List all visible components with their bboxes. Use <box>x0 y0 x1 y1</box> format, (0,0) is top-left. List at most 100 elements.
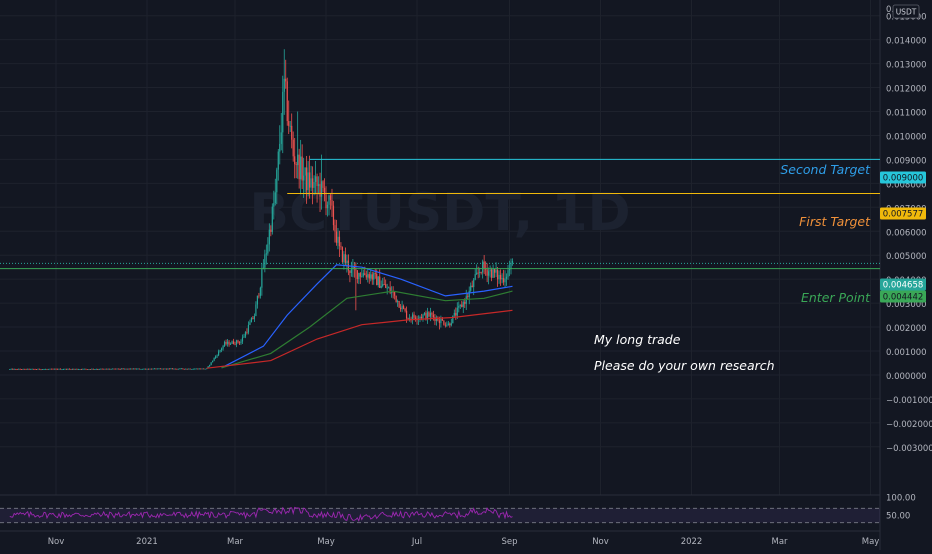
time-tick-label: Sep <box>501 537 517 547</box>
candle-body <box>183 368 185 370</box>
candle-body <box>371 274 373 280</box>
candle-body <box>498 275 500 280</box>
candle-body <box>129 368 132 370</box>
candle-body <box>483 261 485 269</box>
candle-body <box>496 269 499 280</box>
candle-body <box>185 368 187 370</box>
candle-body <box>446 324 448 326</box>
candle-body <box>489 269 491 272</box>
candle-body <box>425 313 427 319</box>
candle-body <box>113 368 115 370</box>
candle-body <box>204 368 206 370</box>
candle-body <box>121 368 123 370</box>
candle-body <box>389 287 391 293</box>
candle-body <box>428 312 430 317</box>
candle-body <box>367 274 369 278</box>
candle-body <box>291 125 293 140</box>
candle-body <box>71 368 74 370</box>
candle-body <box>444 324 446 326</box>
price-badge <box>880 290 926 303</box>
candle-body <box>407 318 409 320</box>
candle-body <box>477 272 479 274</box>
candle-body <box>388 287 390 289</box>
candle-body <box>508 268 511 271</box>
candle-body <box>115 368 117 370</box>
candle-body <box>212 360 214 363</box>
candle-body <box>247 324 250 333</box>
candle-body <box>246 332 248 333</box>
candle-body <box>138 368 141 370</box>
time-tick-label: Nov <box>592 537 609 547</box>
candle-body <box>168 368 170 370</box>
candle-body <box>194 368 196 370</box>
candle-body <box>36 369 38 371</box>
candle-body <box>50 368 53 370</box>
candle-body <box>112 368 114 370</box>
price-tick-label: 0.006000 <box>886 228 927 238</box>
currency-box <box>892 4 920 19</box>
candle-body <box>47 368 50 370</box>
candle-body <box>156 368 159 370</box>
candle-body <box>413 314 415 318</box>
candle-body <box>134 368 136 370</box>
candle-body <box>58 368 60 370</box>
candle-body <box>373 273 375 280</box>
candle-body <box>331 199 333 206</box>
candle-body <box>62 369 65 370</box>
candle-body <box>450 323 452 326</box>
candle-body <box>21 369 23 370</box>
candle-body <box>458 305 460 308</box>
candle-body <box>377 276 379 286</box>
candle-body <box>27 368 29 370</box>
candle-body <box>473 279 475 288</box>
candle-body <box>453 312 455 316</box>
candle-body <box>276 169 278 193</box>
level-label: Second Target <box>780 162 871 177</box>
candle-body <box>223 341 226 346</box>
candle-body <box>40 369 42 371</box>
candle-body <box>128 368 130 370</box>
candle-body <box>241 337 244 342</box>
candle-body <box>43 369 45 370</box>
price-tick-label: 0.002000 <box>886 324 927 334</box>
candle-body <box>511 260 514 263</box>
candle-body <box>197 368 199 370</box>
candle-body <box>474 274 476 280</box>
candle-body <box>83 368 85 370</box>
candle-body <box>455 312 457 316</box>
price-badge <box>880 278 926 291</box>
candle-body <box>237 340 239 343</box>
candle-body <box>159 368 162 370</box>
candle-body <box>61 369 63 371</box>
candle-body <box>383 284 385 285</box>
candle-body <box>44 369 47 370</box>
price-badge-text: 0.004658 <box>883 281 924 291</box>
price-tick-label: 0.010000 <box>886 132 927 142</box>
candle-body <box>313 181 315 188</box>
candle-body <box>253 316 256 319</box>
candle-body <box>344 254 347 264</box>
time-tick-label: Mar <box>227 537 244 547</box>
candle-body <box>82 368 84 370</box>
candle-body <box>231 341 233 344</box>
price-badge-text: 0.004442 <box>883 293 924 303</box>
candle-body <box>141 368 144 370</box>
time-tick-label: May <box>317 537 335 547</box>
candle-body <box>162 368 165 370</box>
candle-body <box>405 310 408 319</box>
candle-body <box>338 236 341 247</box>
candle-body <box>301 156 303 181</box>
candle-body <box>438 320 440 324</box>
candle-body <box>218 351 220 356</box>
candle-body <box>480 271 482 273</box>
candle-body <box>443 320 445 325</box>
rsi-tick-label: 50.00 <box>886 512 910 522</box>
candle-body <box>441 318 443 321</box>
candle-body <box>486 269 488 276</box>
moving-average-line <box>221 264 513 369</box>
candle-body <box>391 291 393 293</box>
candle-body <box>191 369 193 370</box>
candle-body <box>488 271 490 276</box>
